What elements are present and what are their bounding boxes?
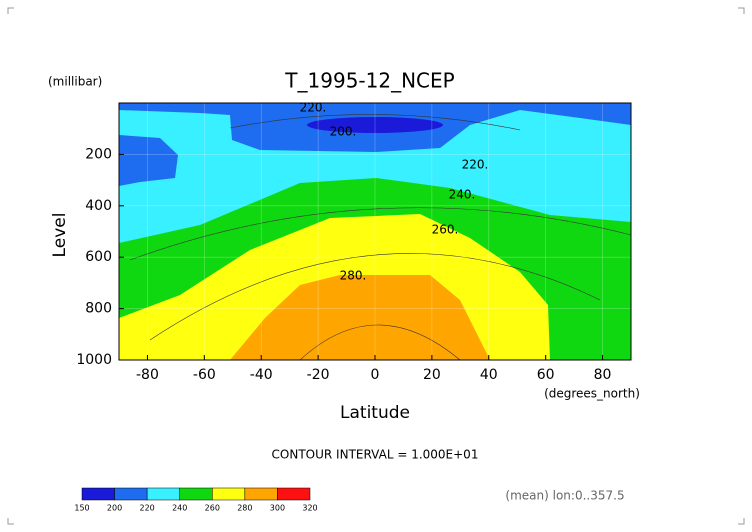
x-tick-label: -80: [136, 367, 159, 383]
contour-line: [299, 324, 461, 361]
x-axis-label: Latitude: [340, 403, 410, 423]
contour-region: [307, 117, 443, 133]
contour-label: 280.: [340, 269, 367, 283]
x-tick-label: -60: [193, 367, 216, 383]
y-tick-label: 200: [85, 146, 112, 162]
colorbar-box: [179, 487, 213, 501]
contour-line: [229, 114, 521, 131]
x-tick-label: 60: [537, 367, 555, 383]
x-tick-label: 0: [371, 367, 380, 383]
y-axis-label: Level: [50, 213, 70, 258]
colorbar-label: 300: [270, 504, 285, 513]
contour-label: 220.: [462, 158, 489, 172]
colorbar-box: [114, 487, 148, 501]
colorbar-label: 240: [172, 504, 187, 513]
y-unit: (millibar): [48, 75, 102, 89]
contour-region: [119, 135, 178, 186]
footer: (mean) lon:0..357.5: [505, 489, 624, 503]
x-unit: (degrees_north): [544, 387, 640, 401]
crop-mark: [7, 7, 14, 14]
contour-label: 220.: [300, 101, 327, 115]
crop-mark: [738, 7, 745, 14]
crop-mark: [7, 518, 14, 525]
x-tick-label: 80: [594, 367, 612, 383]
colorbar-box: [146, 487, 180, 501]
colorbar-label: 280: [237, 504, 252, 513]
x-tick-label: -20: [307, 367, 330, 383]
crop-marks: [7, 7, 745, 525]
contour-label: 200.: [330, 125, 357, 139]
y-tick-label: 400: [85, 198, 112, 214]
x-tick-label: 40: [480, 367, 498, 383]
x-tick-label: 20: [423, 367, 441, 383]
crop-mark: [738, 518, 745, 525]
contour-line: [149, 253, 601, 341]
colorbar-box: [277, 487, 311, 501]
y-tick-label: 600: [85, 249, 112, 265]
contour-region: [230, 275, 490, 360]
contour-label: 260.: [432, 223, 459, 237]
chart-title: T_1995-12_NCEP: [284, 69, 454, 93]
contour-note: CONTOUR INTERVAL = 1.000E+01: [272, 448, 479, 462]
colorbar-box: [212, 487, 246, 501]
colorbar-box: [81, 487, 115, 501]
contour-line: [129, 207, 632, 261]
colorbar-label: 320: [302, 504, 317, 513]
plot-area: [119, 103, 632, 361]
colorbar-label: 220: [140, 504, 155, 513]
colorbar-label: 200: [107, 504, 122, 513]
x-tick-label: -40: [250, 367, 273, 383]
colorbar-label: 260: [205, 504, 220, 513]
contour-label: 240.: [449, 188, 476, 202]
colorbar-box: [244, 487, 278, 501]
colorbar-label: 150: [74, 504, 89, 513]
y-tick-label: 1000: [76, 352, 112, 368]
y-tick-label: 800: [85, 301, 112, 317]
